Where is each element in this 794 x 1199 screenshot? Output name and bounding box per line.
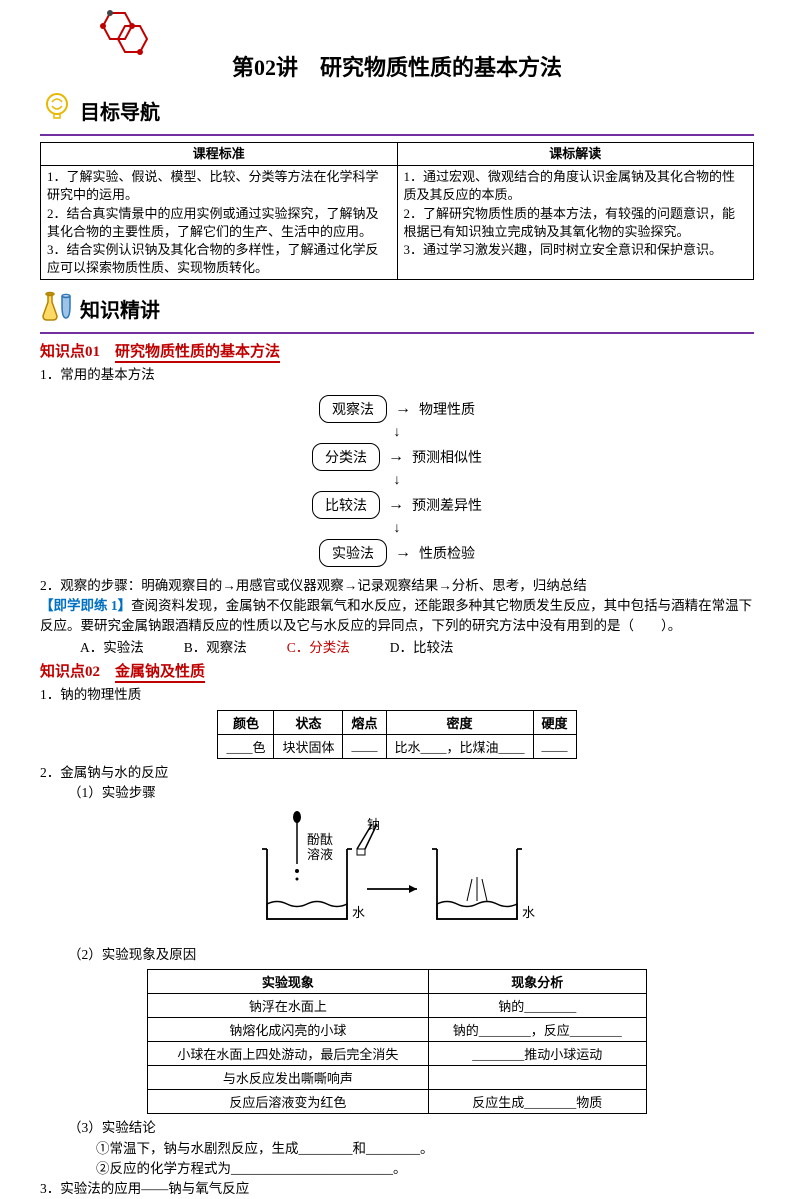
flow-label-1: 物理性质 xyxy=(419,399,475,419)
section-knowledge-header: 知识精讲 xyxy=(40,288,754,328)
arrow-right-icon: → xyxy=(388,448,404,466)
kp02-item3: 3．实验法的应用——钠与氧气反应 xyxy=(40,1179,754,1199)
phen-h1: 实验现象 xyxy=(148,970,429,994)
svg-text:溶液: 溶液 xyxy=(307,847,333,862)
prop-h-3: 密度 xyxy=(386,710,533,734)
flow-box-4: 实验法 xyxy=(319,539,387,567)
property-table: 颜色 状态 熔点 密度 硬度 ____色 块状固体 ____ 比水____，比煤… xyxy=(217,710,576,759)
conclusion-1: ①常温下，钠与水剧烈反应，生成________和________。 xyxy=(40,1139,754,1159)
divider xyxy=(40,134,754,136)
prop-r-1: 块状固体 xyxy=(274,734,343,758)
std-header-1: 课程标准 xyxy=(41,143,398,166)
std-cell-2: 1．通过宏观、微观结合的角度认识金属钠及其化合物的性质及其反应的本质。 2．了解… xyxy=(397,166,754,280)
standards-table: 课程标准 课标解读 1．了解实验、假说、模型、比较、分类等方法在化学科学研究中的… xyxy=(40,142,754,280)
prop-r-2: ____ xyxy=(343,734,386,758)
practice-label: 【即学即练 1】 xyxy=(40,598,131,613)
experiment-diagram: 酚酞 溶液 水 钠 水 xyxy=(40,809,754,939)
phen-r4c0: 反应后溶液变为红色 xyxy=(148,1090,429,1114)
std-header-2: 课标解读 xyxy=(397,143,754,166)
flow-box-1: 观察法 xyxy=(319,395,387,423)
prop-r-0: ____色 xyxy=(218,734,274,758)
kp02-item2-2: （2）实验现象及原因 xyxy=(40,945,754,965)
divider xyxy=(40,332,754,334)
phen-r3c1 xyxy=(428,1066,646,1090)
option-b: B．观察法 xyxy=(184,636,247,656)
flow-label-4: 性质检验 xyxy=(419,543,475,563)
options-row: A．实验法 B．观察法 C．分类法 D．比较法 xyxy=(40,636,754,656)
method-flowchart: 观察法 → 物理性质 ↓ 分类法 → 预测相似性 ↓ 比较法 → 预测差异性 ↓… xyxy=(40,392,754,570)
std-cell-1: 1．了解实验、假说、模型、比较、分类等方法在化学科学研究中的运用。 2．结合真实… xyxy=(41,166,398,280)
option-a: A．实验法 xyxy=(80,636,144,656)
svg-text:钠: 钠 xyxy=(367,817,380,832)
kp01-title: 知识点01 研究物质性质的基本方法 xyxy=(40,340,754,361)
phen-r1c1: 钠的________，反应________ xyxy=(428,1018,646,1042)
prop-h-4: 硬度 xyxy=(533,710,576,734)
practice-1: 【即学即练 1】查阅资料发现，金属钠不仅能跟氧气和水反应，还能跟多种其它物质发生… xyxy=(40,596,754,637)
kp02-item2: 2．金属钠与水的反应 xyxy=(40,763,754,783)
practice-text: 查阅资料发现，金属钠不仅能跟氧气和水反应，还能跟多种其它物质发生反应，其中包括与… xyxy=(40,598,752,633)
phen-r3c0: 与水反应发出嘶嘶响声 xyxy=(148,1066,429,1090)
prop-h-0: 颜色 xyxy=(218,710,274,734)
phen-r4c1: 反应生成________物质 xyxy=(428,1090,646,1114)
flow-label-3: 预测差异性 xyxy=(412,495,482,515)
arrow-down-icon: ↓ xyxy=(394,474,401,488)
svg-text:酚酞: 酚酞 xyxy=(307,832,333,847)
phenomena-table: 实验现象 现象分析 钠浮在水面上钠的________ 钠熔化成闪亮的小球钠的__… xyxy=(147,969,647,1114)
flow-label-2: 预测相似性 xyxy=(412,447,482,467)
brain-icon xyxy=(40,90,74,130)
flask-icon xyxy=(40,288,74,328)
flow-box-3: 比较法 xyxy=(312,491,380,519)
svg-text:水: 水 xyxy=(352,905,365,920)
section-knowledge-title: 知识精讲 xyxy=(80,294,160,323)
conclusion-2: ②反应的化学方程式为________________________。 xyxy=(40,1159,754,1179)
phen-h2: 现象分析 xyxy=(428,970,646,994)
arrow-right-icon: → xyxy=(395,400,411,418)
phen-r2c0: 小球在水面上四处游动，最后完全消失 xyxy=(148,1042,429,1066)
kp01-item1: 1．常用的基本方法 xyxy=(40,365,754,385)
phen-r2c1: ________推动小球运动 xyxy=(428,1042,646,1066)
kp02-title: 知识点02 金属钠及性质 xyxy=(40,660,754,681)
phen-r1c0: 钠熔化成闪亮的小球 xyxy=(148,1018,429,1042)
prop-r-4: ____ xyxy=(533,734,576,758)
section-goal-header: 目标导航 xyxy=(40,90,754,130)
arrow-down-icon: ↓ xyxy=(394,426,401,440)
flow-box-2: 分类法 xyxy=(312,443,380,471)
prop-r-3: 比水____，比煤油____ xyxy=(386,734,533,758)
arrow-right-icon: → xyxy=(388,496,404,514)
option-c: C．分类法 xyxy=(287,636,350,656)
prop-h-2: 熔点 xyxy=(343,710,386,734)
kp02-item1: 1．钠的物理性质 xyxy=(40,685,754,705)
arrow-right-icon: → xyxy=(395,544,411,562)
molecule-icon xyxy=(90,8,160,63)
arrow-down-icon: ↓ xyxy=(394,522,401,536)
section-goal-title: 目标导航 xyxy=(80,96,160,125)
phen-r0c0: 钠浮在水面上 xyxy=(148,994,429,1018)
kp02-item2-3: （3）实验结论 xyxy=(40,1118,754,1138)
prop-h-1: 状态 xyxy=(274,710,343,734)
kp01-item2: 2．观察的步骤：明确观察目的→用感官或仪器观察→记录观察结果→分析、思考，归纳总… xyxy=(40,576,754,596)
option-d: D．比较法 xyxy=(390,636,454,656)
kp02-item2-1: （1）实验步骤 xyxy=(40,783,754,803)
phen-r0c1: 钠的________ xyxy=(428,994,646,1018)
svg-text:水: 水 xyxy=(522,905,535,920)
